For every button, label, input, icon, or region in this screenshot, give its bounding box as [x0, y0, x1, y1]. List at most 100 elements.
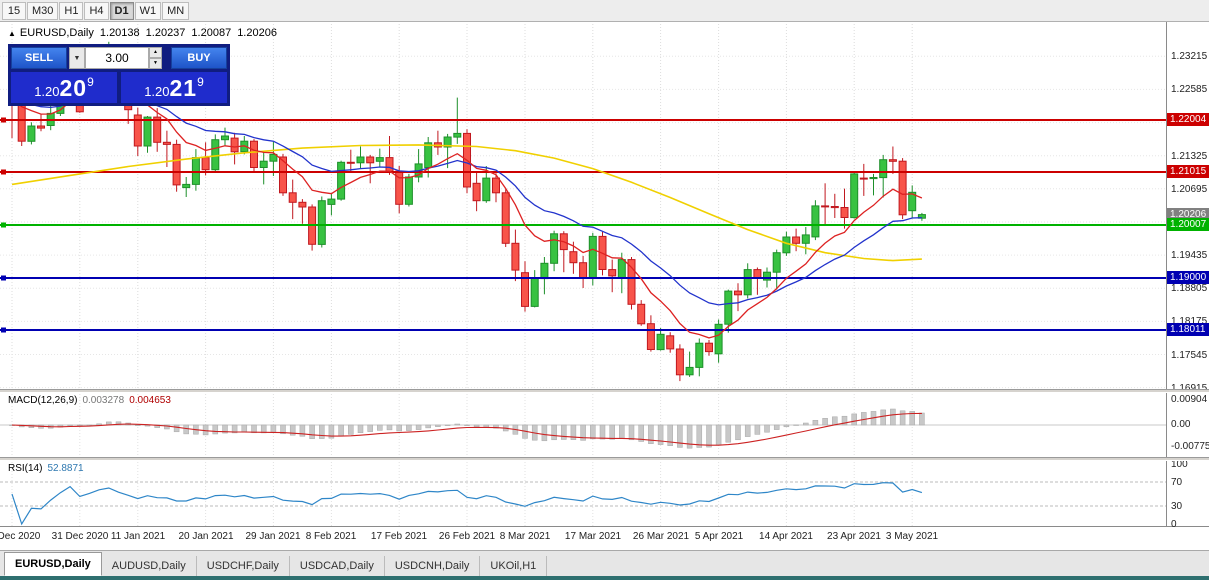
- date-tick-label: 3 May 2021: [885, 531, 939, 542]
- price-tick-label: 1.18175: [1171, 316, 1208, 327]
- macd-histogram-bar: [464, 424, 470, 426]
- candle-body: [637, 303, 646, 325]
- ma-long-line: [11, 144, 922, 262]
- macd-signal-value: 0.004653: [129, 395, 171, 406]
- volume-dropdown-button[interactable]: ▼: [69, 47, 85, 69]
- timeframe-mn-button[interactable]: MN: [162, 1, 190, 20]
- candle-body: [153, 116, 162, 143]
- line-handle[interactable]: [1, 275, 6, 281]
- buy-button[interactable]: BUY: [171, 47, 227, 69]
- candle-body: [250, 140, 258, 168]
- macd-histogram-bar: [822, 418, 828, 426]
- candle-body: [840, 207, 849, 218]
- line-handle[interactable]: [1, 169, 6, 175]
- date-tick-label: 21 Dec 2020: [0, 531, 41, 542]
- panel-divider-rsi[interactable]: [0, 457, 1209, 461]
- macd-histogram-bar: [164, 424, 170, 430]
- macd-indicator-panel[interactable]: [0, 393, 1166, 457]
- collapse-trade-panel-icon[interactable]: ▲: [8, 29, 16, 38]
- tab-audusd-daily[interactable]: AUDUSD,Daily: [102, 556, 197, 576]
- date-tick-label: 31 Dec 2020: [51, 531, 109, 542]
- tab-eurusd-daily[interactable]: EURUSD,Daily: [4, 552, 102, 576]
- macd-histogram-bar: [444, 424, 451, 426]
- candle-body: [385, 157, 394, 172]
- timeframe-m15-button[interactable]: 15: [2, 1, 26, 20]
- macd-histogram-bar: [686, 424, 693, 449]
- timeframe-h4-button[interactable]: H4: [84, 1, 109, 20]
- sell-price-display[interactable]: 1.20209: [11, 72, 117, 103]
- candle-body: [588, 235, 597, 279]
- date-tick-label: 8 Mar 2021: [499, 531, 551, 542]
- price-chart-panel[interactable]: [0, 22, 1166, 389]
- macd-histogram-bar: [396, 424, 402, 432]
- macd-histogram-bar: [260, 424, 267, 434]
- macd-histogram-bar: [251, 424, 257, 434]
- line-handle[interactable]: [1, 222, 6, 228]
- candle-body: [782, 236, 791, 254]
- candle-body: [259, 160, 268, 168]
- macd-histogram-bar: [493, 424, 499, 429]
- tab-ukoil-h1[interactable]: UKOil,H1: [480, 556, 548, 576]
- candle-body: [627, 259, 636, 305]
- candle-body: [685, 366, 694, 376]
- price-tick-label: 1.16915: [1171, 383, 1207, 394]
- buy-price-display[interactable]: 1.20219: [121, 72, 227, 103]
- price-scale[interactable]: 0.00904 0.00 -0.00775 100 70 30 0 1.2321…: [1167, 0, 1209, 576]
- macd-histogram-bar: [832, 416, 838, 426]
- volume-input[interactable]: [85, 47, 149, 69]
- macd-histogram-bar: [812, 420, 819, 426]
- price-tick-label: 1.22585: [1171, 84, 1208, 95]
- macd-axis-tick: -0.00775: [1171, 441, 1209, 452]
- macd-axis-tick: 0.00: [1171, 419, 1191, 430]
- date-tick-label: 5 Apr 2021: [694, 531, 744, 542]
- timeframe-d1-button[interactable]: D1: [109, 1, 134, 20]
- volume-up-button[interactable]: ▲: [149, 47, 162, 58]
- macd-histogram-bar: [77, 424, 83, 426]
- macd-histogram-bar: [715, 424, 722, 446]
- price-level-label: 1.21015: [1167, 165, 1209, 178]
- candle-body: [666, 335, 675, 350]
- macd-histogram-bar: [377, 424, 383, 431]
- macd-histogram-bar: [890, 408, 896, 426]
- macd-histogram-bar: [725, 424, 732, 443]
- candle-body: [617, 259, 626, 279]
- sell-button[interactable]: SELL: [11, 47, 67, 69]
- price-tick-label: 1.17545: [1171, 350, 1208, 361]
- tab-usdcnh-daily[interactable]: USDCNH,Daily: [385, 556, 481, 576]
- timeframe-h1-button[interactable]: H1: [59, 1, 84, 20]
- macd-histogram-bar: [667, 424, 673, 446]
- date-tick-label: 26 Feb 2021: [438, 531, 496, 542]
- date-tick-label: 20 Jan 2021: [178, 531, 234, 542]
- price-level-label: 1.18011: [1167, 323, 1209, 336]
- tab-usdcad-daily[interactable]: USDCAD,Daily: [290, 556, 385, 576]
- panel-divider-macd[interactable]: [0, 389, 1209, 393]
- candle-body: [201, 157, 210, 171]
- macd-axis-tick: 0.00904: [1171, 394, 1208, 405]
- timeframe-w1-button[interactable]: W1: [134, 1, 162, 20]
- line-handle[interactable]: [1, 117, 6, 123]
- macd-histogram-bar: [880, 409, 886, 426]
- candle-body: [821, 205, 830, 208]
- status-strip: [0, 576, 1209, 580]
- tab-usdchf-daily[interactable]: USDCHF,Daily: [197, 556, 290, 576]
- timeframe-m30-button[interactable]: M30: [27, 1, 59, 20]
- rsi-indicator-panel[interactable]: [0, 461, 1166, 526]
- macd-histogram-bar: [706, 424, 712, 448]
- macd-histogram-bar: [231, 424, 238, 434]
- candle-body: [888, 159, 897, 162]
- candle-body: [811, 205, 820, 238]
- candle-body: [530, 278, 539, 307]
- candle-body: [695, 342, 704, 368]
- rsi-axis-tick: 100: [1171, 459, 1188, 470]
- macd-histogram-bar: [735, 424, 741, 441]
- macd-histogram-bar: [96, 423, 102, 426]
- price-level-label: 1.22004: [1167, 113, 1209, 126]
- line-handle[interactable]: [1, 327, 6, 333]
- rsi-axis-tick: 70: [1171, 477, 1183, 488]
- ohlc-low: 1.20087: [191, 27, 232, 39]
- volume-stepper: ▲ ▼: [149, 47, 162, 69]
- candle-body: [850, 173, 859, 219]
- macd-histogram-bar: [241, 424, 248, 433]
- volume-down-button[interactable]: ▼: [149, 58, 162, 69]
